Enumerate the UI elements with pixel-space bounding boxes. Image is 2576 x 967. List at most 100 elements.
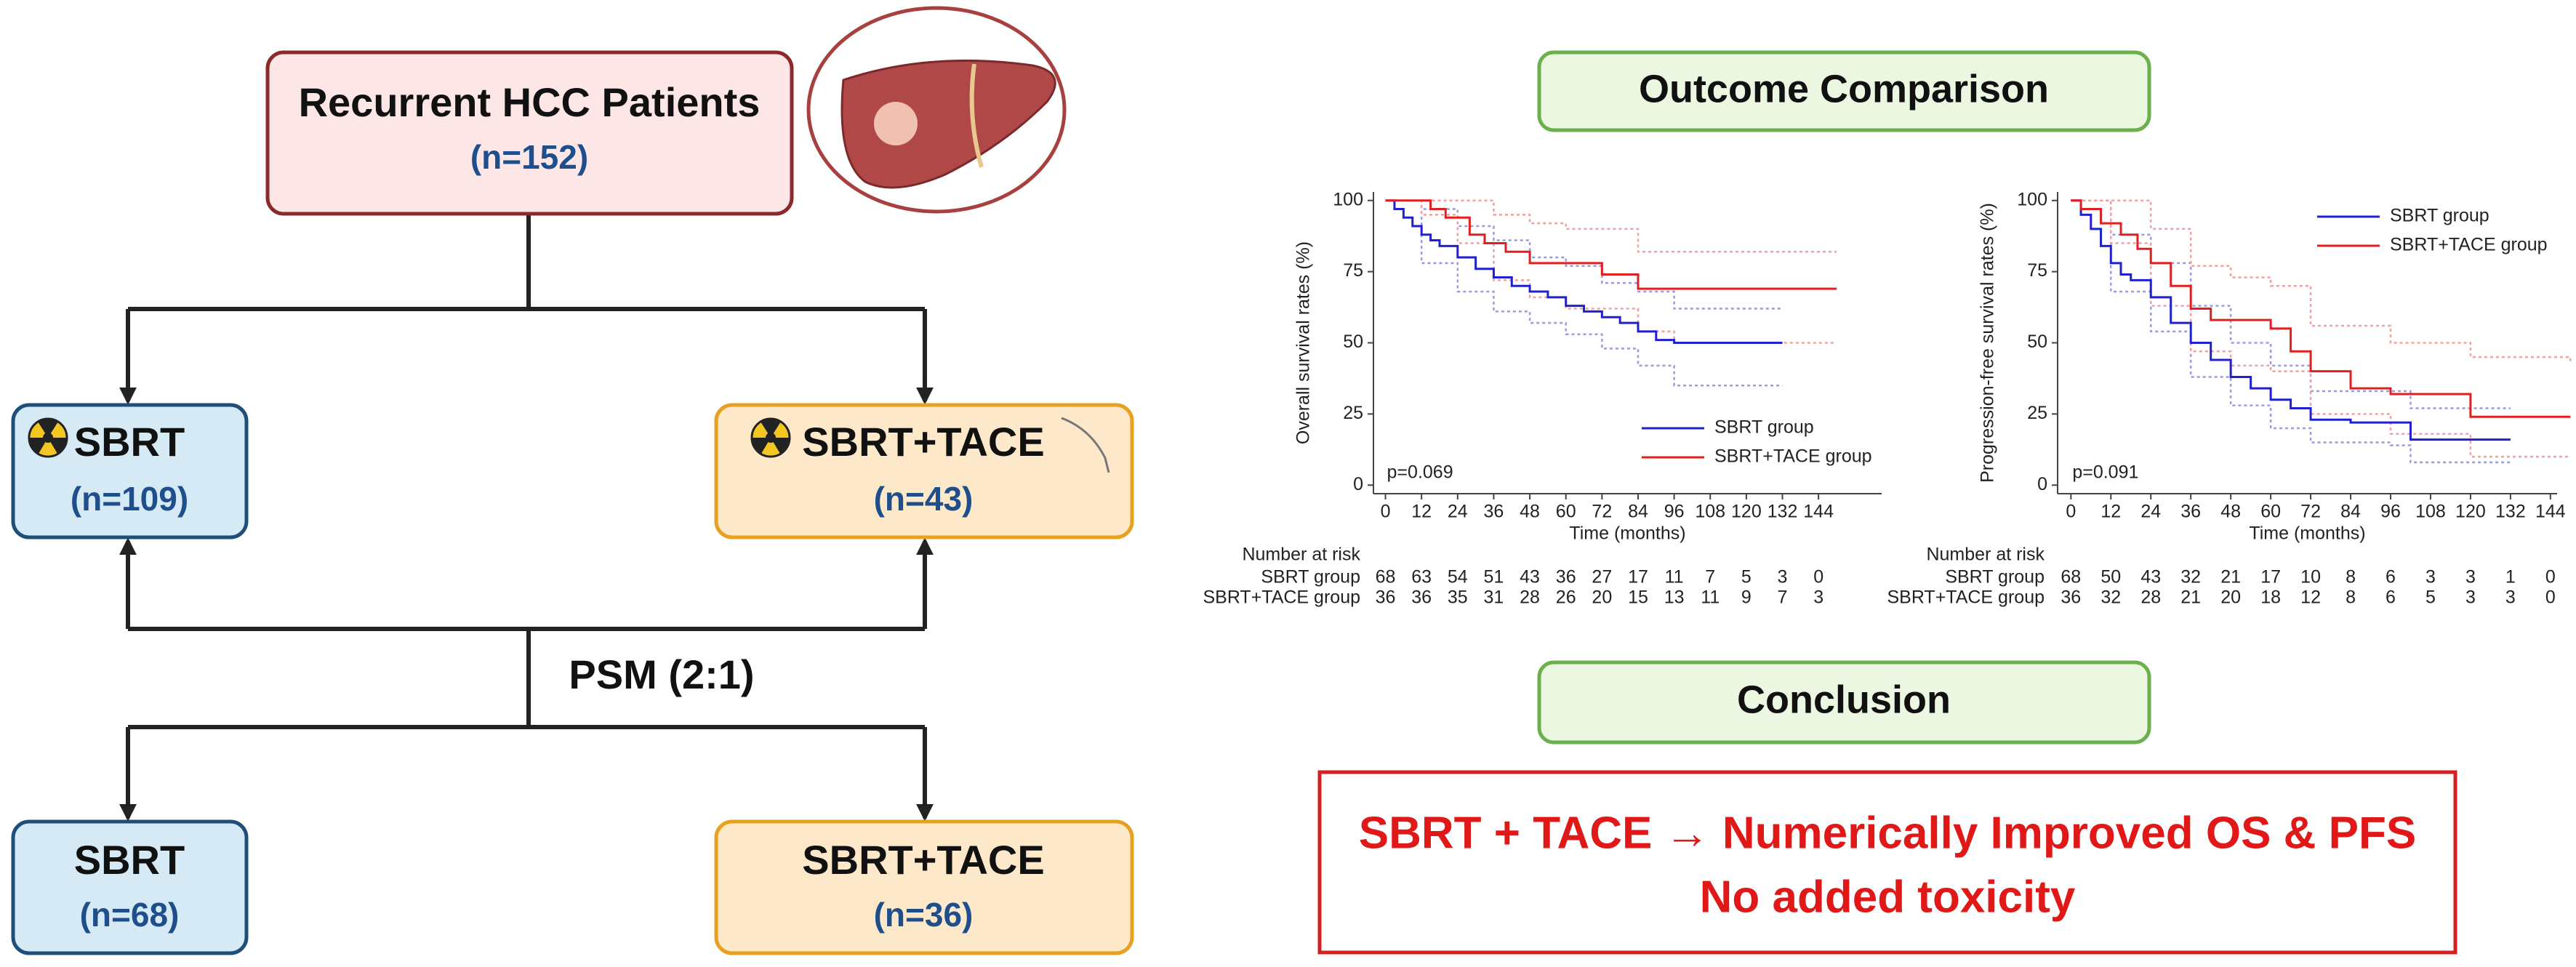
risk-count: 3 <box>2505 587 2516 608</box>
risk-count: 28 <box>2140 587 2161 608</box>
x-tick-label: 24 <box>2140 502 2161 522</box>
risk-row-label: SBRT group <box>1261 567 1360 587</box>
x-tick-label: 84 <box>1628 502 1648 522</box>
survival-curve <box>1385 199 1783 344</box>
x-tick-label: 48 <box>1520 502 1540 522</box>
risk-count: 20 <box>2220 587 2241 608</box>
liver-icon <box>806 6 1067 214</box>
x-tick-label: 36 <box>1484 502 1504 522</box>
box-count: (n=109) <box>71 480 188 518</box>
radiation-icon <box>28 417 68 458</box>
risk-count: 43 <box>1520 567 1540 587</box>
top-box <box>265 50 794 216</box>
risk-count: 21 <box>2220 567 2241 587</box>
sbrt-tace-box <box>714 403 1134 539</box>
risk-count: 36 <box>1411 587 1432 608</box>
risk-count: 3 <box>2425 567 2436 587</box>
risk-count: 35 <box>1448 587 1468 608</box>
risk-count: 12 <box>2300 587 2321 608</box>
risk-count: 36 <box>1556 567 1576 587</box>
confidence-band <box>2071 199 2511 409</box>
risk-count: 32 <box>2180 567 2201 587</box>
conclusion-box <box>1317 770 2457 955</box>
risk-count: 63 <box>1411 567 1432 587</box>
risk-count: 26 <box>1556 587 1576 608</box>
risk-count: 17 <box>2260 567 2281 587</box>
x-tick-label: 36 <box>2180 502 2201 522</box>
box-label: SBRT <box>74 837 185 883</box>
legend-label: SBRT group <box>1714 417 1814 438</box>
risk-count: 27 <box>1592 567 1612 587</box>
y-tick-label: 50 <box>1343 332 1363 352</box>
risk-count: 11 <box>1701 587 1720 608</box>
risk-count: 51 <box>1484 567 1504 587</box>
km-chart: 0 12 24 36 48 60 72 84 96 108 120 132 1440255075100T… <box>1203 189 1882 608</box>
confidence-band <box>2071 199 2511 464</box>
x-tick-label: 96 <box>1664 502 1685 522</box>
risk-count: 6 <box>2386 587 2396 608</box>
x-tick-label: 60 <box>2260 502 2281 522</box>
sbrt-box <box>11 403 249 539</box>
risk-count: 9 <box>1741 587 1752 608</box>
risk-count: 0 <box>2545 587 2556 608</box>
y-tick-label: 0 <box>2037 474 2047 494</box>
x-tick-label: 0 <box>1381 502 1391 522</box>
risk-row-label: SBRT+TACE group <box>1887 587 2045 608</box>
x-tick-label: 132 <box>1768 502 1798 522</box>
box-label: SBRT+TACE <box>802 837 1044 883</box>
legend-label: SBRT+TACE group <box>2390 235 2548 255</box>
risk-count: 5 <box>2425 587 2436 608</box>
x-tick-label: 72 <box>2300 502 2321 522</box>
confidence-band <box>1385 199 1783 310</box>
x-tick-label: 72 <box>1592 502 1612 522</box>
legend-label: SBRT+TACE group <box>1714 446 1872 467</box>
risk-count: 17 <box>1628 567 1648 587</box>
risk-count: 32 <box>2100 587 2121 608</box>
x-tick-label: 144 <box>1803 502 1834 522</box>
y-tick-label: 25 <box>2027 403 2047 423</box>
connectors <box>119 214 934 822</box>
x-tick-label: 144 <box>2535 502 2566 522</box>
risk-count: 68 <box>1376 567 1396 587</box>
x-tick-label: 108 <box>2415 502 2446 522</box>
risk-count: 13 <box>1664 587 1685 608</box>
x-tick-label: 84 <box>2340 502 2361 522</box>
confidence-band <box>1385 199 1837 344</box>
charts: 0 12 24 36 48 60 72 84 96 108 120 132 1440255075100T… <box>1203 189 2572 608</box>
section-header <box>1537 660 2151 745</box>
risk-count: 10 <box>2300 567 2321 587</box>
conclusion-text: SBRT + TACE → Numerically Improved OS & … <box>1359 808 2416 858</box>
risk-row-label: SBRT group <box>1945 567 2045 587</box>
risk-count: 21 <box>2180 587 2201 608</box>
y-tick-label: 100 <box>1333 189 1363 209</box>
x-tick-label: 12 <box>1411 502 1432 522</box>
catheter-icon <box>1061 417 1110 473</box>
risk-count: 0 <box>1813 567 1823 587</box>
risk-count: 50 <box>2100 567 2121 587</box>
box-count: (n=68) <box>80 896 180 934</box>
y-axis-label: Progression-free survival rates (%) <box>1978 203 1998 483</box>
risk-count: 8 <box>2346 567 2356 587</box>
section-title: Outcome Comparison <box>1639 67 2049 111</box>
risk-count: 15 <box>1628 587 1648 608</box>
y-tick-label: 75 <box>2027 260 2047 281</box>
risk-count: 0 <box>2545 567 2556 587</box>
box-title: Recurrent HCC Patients <box>299 79 761 125</box>
section-title: Conclusion <box>1737 678 1951 721</box>
risk-count: 1 <box>2505 567 2516 587</box>
risk-count: 36 <box>2061 587 2081 608</box>
risk-count: 7 <box>1778 587 1788 608</box>
risk-count: 31 <box>1484 587 1504 608</box>
risk-count: 3 <box>1813 587 1823 608</box>
x-tick-label: 108 <box>1695 502 1725 522</box>
confidence-band <box>2071 199 2572 363</box>
risk-count: 18 <box>2260 587 2281 608</box>
risk-count: 3 <box>1778 567 1788 587</box>
x-tick-label: 60 <box>1556 502 1576 522</box>
x-tick-label: 96 <box>2380 502 2401 522</box>
risk-count: 5 <box>1741 567 1752 587</box>
x-tick-label: 0 <box>2066 502 2076 522</box>
survival-curve <box>1385 199 1837 290</box>
box-count: (n=152) <box>470 138 588 176</box>
